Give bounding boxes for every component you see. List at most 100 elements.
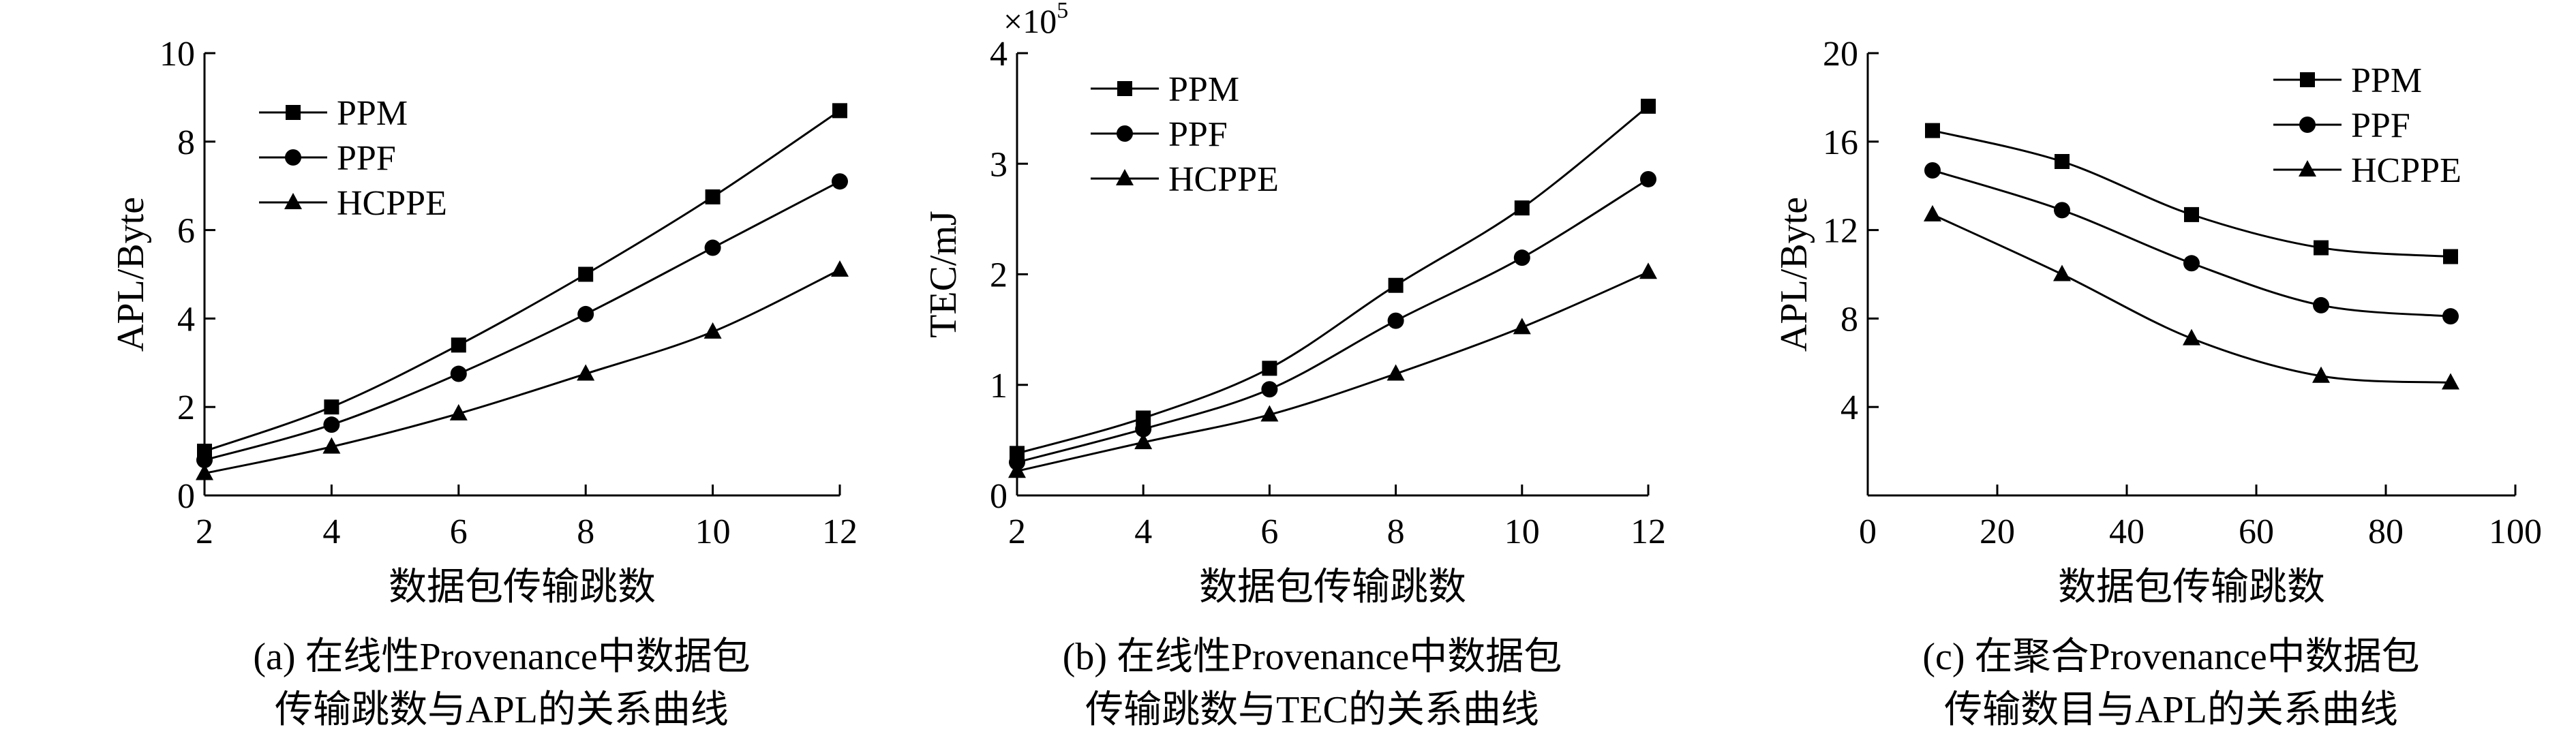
data-point-ppm [1514, 200, 1530, 216]
legend-label: PPF [1168, 115, 1228, 154]
x-tick-label: 40 [2109, 512, 2145, 551]
data-point-hcppe [2312, 366, 2330, 383]
series-ppm [1010, 98, 1656, 461]
figure-caption-line: 传输跳数与APL的关系曲线 [275, 689, 729, 731]
x-tick-label: 0 [1859, 512, 1877, 551]
data-point-ppm [324, 399, 339, 415]
x-axis-title: 数据包传输跳数 [1199, 566, 1466, 609]
legend-label: PPM [337, 94, 408, 133]
data-point-ppf [2313, 296, 2329, 313]
x-tick-label: 10 [1504, 512, 1540, 551]
data-point-hcppe [322, 437, 341, 454]
y-tick-label: 4 [990, 35, 1007, 74]
legend-marker-ppm [1117, 81, 1132, 96]
data-point-ppm [1641, 98, 1656, 114]
legend-label: PPF [2351, 106, 2410, 145]
y-tick-label: 6 [177, 212, 195, 251]
series-line-ppf [1016, 178, 1649, 463]
chart-panel-c: 4 8 12 16 20 0 20 40 60 80 100 APL/Byte 数据包传输跳数 (c) 在… [1773, 35, 2542, 731]
series-line-ppm [1016, 105, 1649, 455]
y-scale-label: ×105 [1003, 0, 1068, 40]
x-tick-label: 100 [2489, 512, 2542, 551]
y-axis-title: APL/Byte [110, 197, 152, 352]
series-line-ppf [204, 180, 840, 461]
data-point-ppm [578, 266, 594, 282]
data-point-hcppe [1924, 204, 1941, 221]
legend-marker-hcppe [2299, 160, 2316, 177]
data-point-hcppe [196, 463, 213, 480]
data-point-hcppe [1387, 364, 1405, 381]
data-point-ppm [1388, 277, 1404, 293]
y-tick-label: 8 [1840, 300, 1858, 339]
legend-label: HCPPE [337, 184, 447, 223]
y-tick-label: 2 [177, 388, 195, 427]
legend-marker-hcppe [1116, 169, 1134, 185]
figure-caption-line: 传输数目与APL的关系曲线 [1944, 689, 2398, 731]
data-point-ppm [2055, 154, 2070, 170]
x-tick-label: 20 [1980, 512, 2015, 551]
series-hcppe [1924, 204, 2459, 390]
data-point-hcppe [2053, 264, 2071, 281]
y-tick-label: 12 [1823, 212, 1858, 251]
data-point-ppf [1640, 170, 1656, 187]
legend: PPM PPF HCPPE [1091, 70, 1279, 199]
data-point-ppf [2054, 202, 2070, 219]
data-point-ppf [1387, 312, 1404, 329]
y-tick-label: 3 [990, 145, 1007, 184]
x-tick-label: 2 [1008, 512, 1026, 551]
data-point-ppm [451, 337, 466, 353]
legend-marker-ppm [2300, 72, 2315, 87]
y-tick-label: 10 [160, 35, 195, 74]
data-point-hcppe [449, 403, 468, 420]
series-hcppe [1008, 262, 1657, 478]
legend-label: PPF [337, 139, 396, 178]
x-tick-label: 4 [1134, 512, 1152, 551]
data-point-hcppe [831, 260, 849, 277]
series-ppf [1009, 170, 1656, 471]
legend-marker-ppf [1117, 125, 1133, 142]
y-tick-label: 0 [177, 477, 195, 516]
data-point-ppf [323, 416, 340, 433]
y-tick-label: 0 [990, 477, 1007, 516]
series-ppm [1925, 123, 2458, 264]
figure-caption-line: 传输跳数与TEC的关系曲线 [1085, 689, 1539, 731]
series-line-hcppe [1932, 213, 2451, 384]
data-point-hcppe [1008, 461, 1026, 478]
legend: PPM PPF HCPPE [259, 94, 447, 223]
y-tick-label: 8 [177, 123, 195, 162]
legend-marker-ppf [285, 149, 301, 166]
series-ppf [1924, 162, 2459, 325]
data-point-hcppe [1134, 433, 1153, 450]
y-tick-label: 2 [990, 256, 1007, 295]
data-point-ppm [2184, 206, 2199, 222]
data-point-ppf [704, 239, 721, 256]
y-axis-title: TEC/mJ [922, 211, 965, 338]
data-point-hcppe [1639, 262, 1657, 279]
figure-caption-line: (b) 在线性Provenance中数据包 [1063, 636, 1562, 678]
legend-label: PPM [1168, 70, 1239, 109]
figure-caption-line: (a) 在线性Provenance中数据包 [253, 636, 750, 678]
data-point-hcppe [2442, 373, 2459, 390]
series-line-hcppe [204, 269, 840, 475]
data-point-ppm [832, 103, 847, 119]
legend-label: HCPPE [1168, 160, 1279, 199]
data-point-ppf [196, 452, 213, 469]
data-point-ppf [577, 305, 594, 322]
data-point-hcppe [1513, 318, 1531, 335]
data-point-hcppe [1260, 405, 1279, 422]
series-ppf [196, 173, 848, 469]
x-axis-title: 数据包传输跳数 [389, 566, 656, 609]
x-tick-label: 12 [1631, 512, 1666, 551]
data-point-ppm [2314, 240, 2329, 256]
legend-label: PPM [2351, 61, 2422, 100]
y-tick-label: 1 [990, 367, 1007, 405]
series-line-ppf [1932, 169, 2451, 318]
data-point-ppf [2183, 255, 2200, 272]
x-tick-label: 12 [822, 512, 858, 551]
series-hcppe [196, 260, 849, 480]
data-point-ppm [1925, 123, 1940, 138]
data-point-ppf [1513, 249, 1530, 266]
series-line-hcppe [1016, 271, 1649, 472]
